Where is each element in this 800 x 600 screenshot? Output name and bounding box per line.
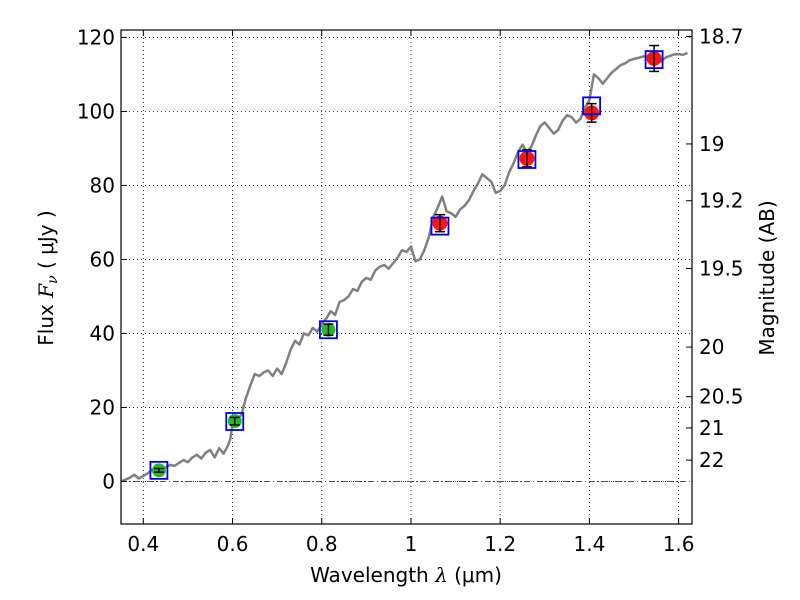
mag-tick-label: 21	[699, 416, 724, 440]
x-axis-label-symbol: λ	[434, 563, 448, 587]
y-axis-label-unit: ( μJy )	[34, 210, 58, 275]
y-axis-label-symbol: F	[34, 283, 58, 299]
x-tick-label: 1	[405, 532, 418, 556]
y2-axis-label: Magnitude (AB)	[755, 200, 779, 355]
mag-tick-label: 20.5	[699, 385, 744, 409]
y-tick-label: 40	[90, 321, 115, 345]
y-tick-label: 100	[77, 99, 115, 123]
mag-tick-label: 19.5	[699, 256, 744, 280]
x-tick-label: 1.6	[663, 532, 695, 556]
y-tick-label: 20	[90, 395, 115, 419]
mag-tick-label: 18.7	[699, 25, 744, 49]
y-tick-label: 0	[102, 469, 115, 493]
x-axis-label-unit: (μm)	[448, 563, 502, 587]
mag-tick-label: 20	[699, 335, 724, 359]
y-tick-label: 120	[77, 25, 115, 49]
mag-tick-label: 19	[699, 132, 724, 156]
x-tick-label: 1.4	[573, 532, 605, 556]
mag-tick-label: 22	[699, 448, 724, 472]
chart-background	[0, 0, 800, 600]
x-tick-label: 0.4	[127, 532, 159, 556]
x-tick-label: 0.6	[217, 532, 249, 556]
mag-tick-label: 19.2	[699, 189, 744, 213]
x-tick-label: 1.2	[484, 532, 516, 556]
x-axis-label: Wavelength λ (μm)	[310, 563, 502, 587]
x-axis-label-prefix: Wavelength	[310, 563, 435, 587]
y-tick-label: 80	[90, 173, 115, 197]
y-tick-label: 60	[90, 247, 115, 271]
y-axis-label-prefix: Flux	[34, 298, 58, 346]
sed-chart: 0.4 0.6 0.8 1 1.2 1.4 1.6 0 20 40 60 80 100 120 18.7 19…	[0, 0, 800, 600]
x-tick-label: 0.8	[306, 532, 338, 556]
